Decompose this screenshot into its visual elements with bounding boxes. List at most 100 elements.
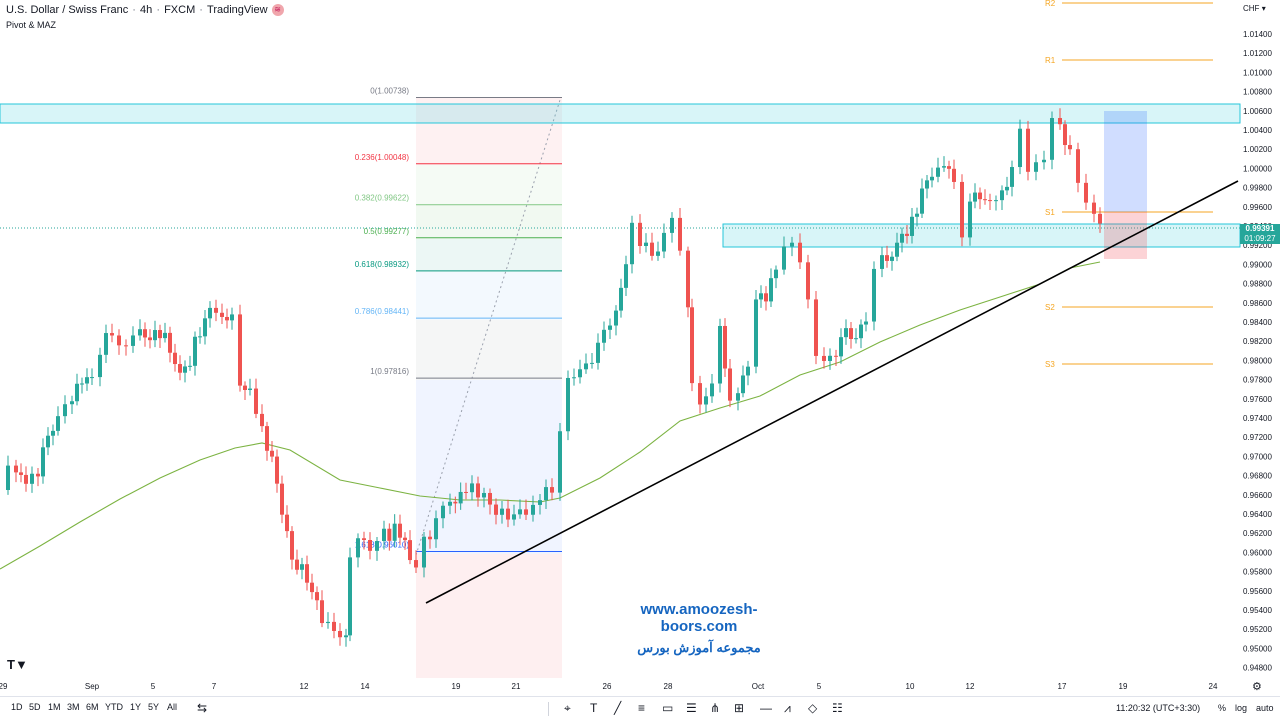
time-axis[interactable]: 29 Sep 5 7 12 14 19 21 26 28 Oct 5 10 12 17 19 24 <box>0 682 1218 691</box>
candle-body <box>806 262 810 300</box>
time-axis-label: Oct <box>752 682 765 691</box>
price-axis-label: 0.99800 <box>1243 184 1272 193</box>
time-axis-label: 21 <box>512 682 521 691</box>
price-axis-label: 0.97400 <box>1243 414 1272 423</box>
candle-body <box>124 345 128 347</box>
timeframe-6m[interactable]: 6M <box>86 702 99 712</box>
candle-body <box>698 383 702 405</box>
price-axis-label: 0.95400 <box>1243 606 1272 615</box>
timeframe-3m[interactable]: 3M <box>67 702 80 712</box>
candle-body <box>344 635 348 638</box>
candle-body <box>280 483 284 515</box>
percent-toggle[interactable]: % <box>1218 703 1227 713</box>
fib-level-label: 0.5(0.99277) <box>364 227 410 236</box>
gann-tool-icon[interactable]: ⊞ <box>734 701 745 715</box>
timeframe-5y[interactable]: 5Y <box>148 702 160 712</box>
candle-body <box>260 413 264 427</box>
tradingview-logo-icon[interactable]: T▼ <box>7 657 28 672</box>
clock[interactable]: 11:20:32 (UTC+3:30) <box>1116 703 1201 713</box>
candle-body <box>828 355 832 361</box>
timeframe-ytd[interactable]: YTD <box>105 702 123 712</box>
candle-body <box>208 307 212 319</box>
price-axis-label: 1.00200 <box>1243 145 1272 154</box>
currency-selector[interactable]: CHF ▾ <box>1243 4 1266 13</box>
auto-toggle[interactable]: auto <box>1256 703 1274 713</box>
candle-body <box>104 333 108 355</box>
candle-body <box>619 287 623 311</box>
candle-body <box>947 166 951 169</box>
rectangle-tool-icon[interactable]: ▭ <box>662 701 674 715</box>
timeframe-1m[interactable]: 1M <box>48 702 61 712</box>
price-axis-label: 0.98600 <box>1243 299 1272 308</box>
candle-body <box>470 483 474 493</box>
bar-countdown: 01:09:27 <box>1244 234 1276 243</box>
text-tool-icon[interactable]: T <box>590 701 598 715</box>
timeframe-1y[interactable]: 1Y <box>130 702 142 712</box>
candle-body <box>952 168 956 182</box>
parallel-channel-icon[interactable]: ≡ <box>638 701 646 715</box>
price-axis-label: 0.96800 <box>1243 472 1272 481</box>
symbol-platform: TradingView <box>207 4 268 16</box>
candle-body <box>30 473 34 484</box>
time-axis-label: 29 <box>0 682 8 691</box>
candle-body <box>1018 128 1022 168</box>
candle-body <box>428 536 432 540</box>
log-toggle[interactable]: log <box>1235 703 1248 713</box>
chart-settings-gear-icon[interactable]: ⚙ <box>1252 681 1262 693</box>
candle-body <box>265 426 269 451</box>
timeframe-5d[interactable]: 5D <box>29 702 41 712</box>
price-chart[interactable]: 0(1.00738) 0.236(1.00048) 0.382(0.99622) 0.… <box>0 0 1280 696</box>
date-range-icon[interactable]: ⇆ <box>197 701 208 715</box>
candle-body <box>686 250 690 308</box>
ellipse-tool-icon[interactable]: ◇ <box>808 701 818 715</box>
candle-body <box>275 456 279 484</box>
fib-level-label: 0.236(1.00048) <box>355 153 410 162</box>
candle-body <box>638 222 642 246</box>
candle-body <box>558 431 562 493</box>
candle-body <box>723 325 727 369</box>
resistance-zone[interactable] <box>0 103 1241 124</box>
symbol-header[interactable]: U.S. Dollar / Swiss Franc · 4h · FXCM · … <box>6 4 284 17</box>
candle-body <box>822 355 826 361</box>
timeframe-1d[interactable]: 1D <box>11 702 23 712</box>
long-position-tool[interactable] <box>1104 111 1147 259</box>
horizontal-ray-icon[interactable]: — <box>760 701 772 715</box>
candle-body <box>19 472 23 475</box>
timeframe-all[interactable]: All <box>167 702 178 712</box>
pivot-label: R2 <box>1045 0 1056 8</box>
watermark-url: www.amoozesh-boors.com <box>640 601 758 635</box>
price-axis-label: 1.01400 <box>1243 30 1272 39</box>
indicator-label[interactable]: Pivot & MAZ <box>6 20 57 30</box>
price-range-icon[interactable]: ⌖ <box>564 701 571 715</box>
candle-body <box>890 256 894 261</box>
candle-body <box>988 200 992 202</box>
candle-body <box>153 330 157 341</box>
time-axis-label: 14 <box>361 682 370 691</box>
candle-body <box>14 465 18 473</box>
trend-line[interactable] <box>425 180 1239 604</box>
candle-body <box>448 501 452 506</box>
candle-body <box>36 473 40 477</box>
fib-level-label: 1.618(0.96010) <box>355 540 410 549</box>
fib-tool-icon[interactable]: ☰ <box>686 701 697 715</box>
trendline-tool-icon[interactable]: ╱ <box>614 701 622 715</box>
candle-body <box>326 621 330 624</box>
candle-body <box>98 354 102 378</box>
fib-retracement[interactable]: 0(1.00738) 0.236(1.00048) 0.382(0.99622) 0.… <box>355 87 562 678</box>
candle-body <box>494 504 498 515</box>
candle-body <box>518 509 522 515</box>
candle-body <box>375 541 379 551</box>
price-axis[interactable]: 1.01400 1.01200 1.01000 1.00800 1.00600 1.004… <box>1243 30 1272 673</box>
price-axis-label: 0.98000 <box>1243 356 1272 365</box>
candle-body <box>710 383 714 397</box>
pattern-tool-icon[interactable]: ⩘ <box>784 701 791 715</box>
candle-body <box>584 363 588 370</box>
measure-tool-icon[interactable]: ☷ <box>832 701 843 715</box>
price-axis-label: 1.00000 <box>1243 164 1272 173</box>
candle-body <box>572 377 576 379</box>
candle-body <box>774 269 778 279</box>
market-status-icon[interactable]: ≋ <box>271 4 284 17</box>
candle-body <box>644 242 648 246</box>
pitchfork-icon[interactable]: ⋔ <box>710 701 721 715</box>
candle-body <box>1034 162 1038 172</box>
